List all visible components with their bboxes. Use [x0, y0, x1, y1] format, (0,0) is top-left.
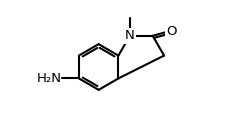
- Text: H₂N: H₂N: [37, 72, 62, 85]
- Text: N: N: [125, 29, 135, 42]
- Text: O: O: [166, 25, 177, 38]
